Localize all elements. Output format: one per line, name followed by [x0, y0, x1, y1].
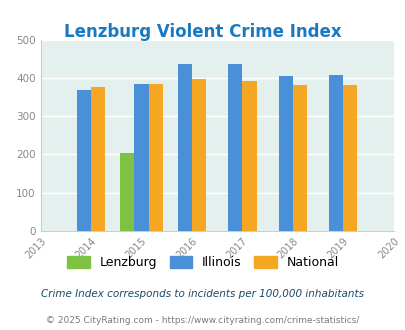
Bar	[192, 79, 206, 231]
Bar	[120, 152, 134, 231]
Text: Crime Index corresponds to incidents per 100,000 inhabitants: Crime Index corresponds to incidents per…	[41, 289, 364, 299]
Text: Lenzburg Violent Crime Index: Lenzburg Violent Crime Index	[64, 23, 341, 41]
Bar	[228, 64, 242, 231]
Bar	[134, 84, 148, 231]
Bar	[148, 84, 162, 231]
Bar	[242, 81, 256, 231]
Bar	[91, 87, 105, 231]
Bar	[328, 75, 343, 231]
Bar	[177, 64, 192, 231]
Bar	[278, 76, 292, 231]
Bar	[292, 85, 306, 231]
Legend: Lenzburg, Illinois, National: Lenzburg, Illinois, National	[67, 256, 338, 269]
Bar	[77, 90, 91, 231]
Text: © 2025 CityRating.com - https://www.cityrating.com/crime-statistics/: © 2025 CityRating.com - https://www.city…	[46, 316, 359, 325]
Bar	[343, 85, 357, 231]
